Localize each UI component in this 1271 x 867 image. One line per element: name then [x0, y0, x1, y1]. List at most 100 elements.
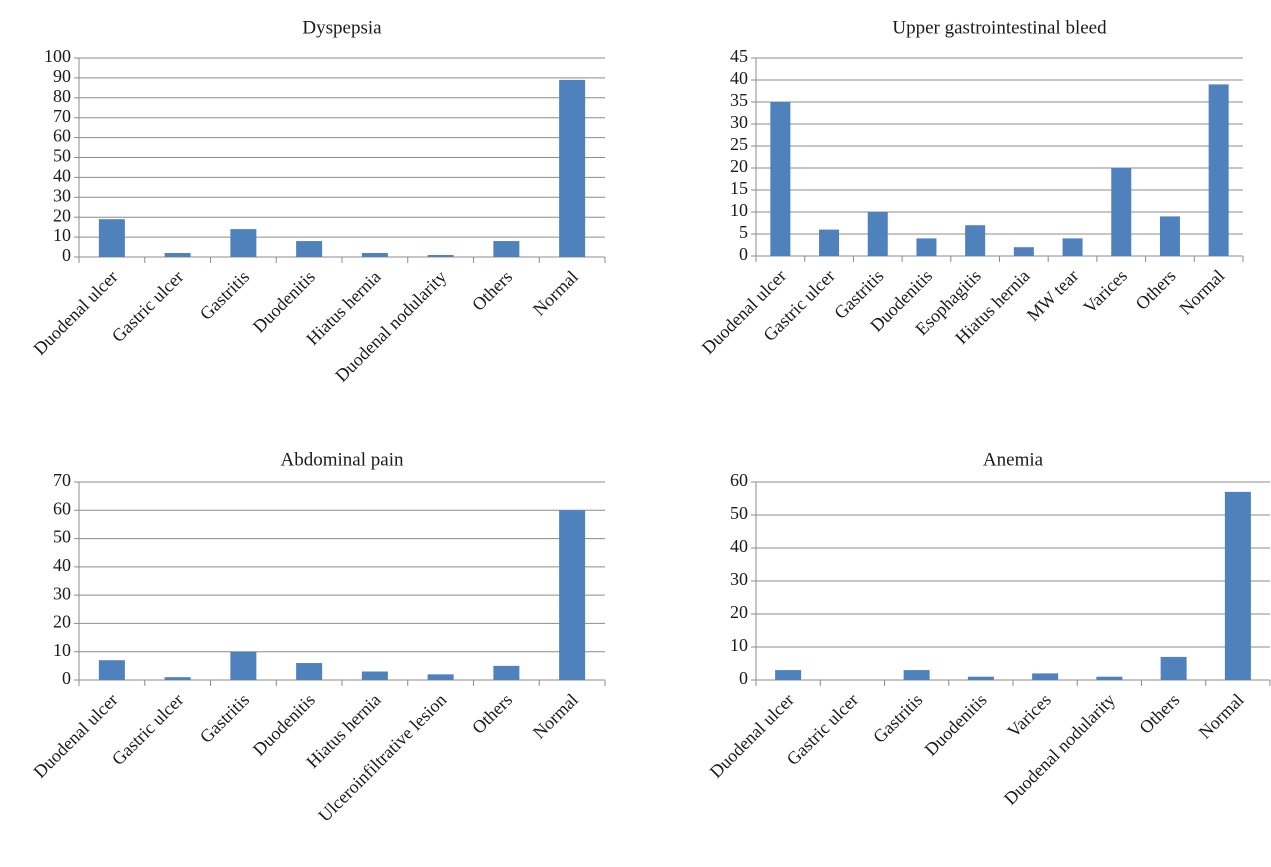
bar — [559, 510, 586, 680]
y-tick-label: 40 — [730, 68, 748, 88]
chart-title: Dyspepsia — [302, 17, 382, 38]
y-tick-label: 40 — [53, 555, 71, 575]
bar — [427, 255, 454, 257]
bar — [296, 663, 323, 680]
x-tick-label: Normal — [1195, 690, 1248, 743]
x-tick-label: Gastric ulcer — [108, 690, 188, 770]
chart-panel: Upper gastrointestinal bleed 051015202530… — [698, 17, 1244, 358]
bar — [1032, 673, 1059, 680]
chart-title: Abdominal pain — [281, 449, 404, 470]
bar — [164, 677, 191, 680]
bar — [819, 229, 840, 256]
bar — [965, 225, 986, 256]
y-tick-label: 20 — [53, 612, 71, 632]
y-tick-label: 80 — [53, 86, 71, 106]
y-tick-label: 30 — [730, 569, 748, 589]
y-tick-label: 30 — [730, 112, 748, 132]
y-tick-label: 50 — [53, 146, 71, 166]
x-tick-label: Others — [468, 267, 516, 315]
x-tick-label: Varices — [1003, 690, 1055, 742]
y-tick-label: 30 — [53, 583, 71, 603]
y-tick-label: 50 — [730, 503, 748, 523]
x-tick-label: Gastritis — [196, 267, 253, 324]
y-tick-label: 10 — [53, 225, 71, 245]
y-tick-label: 20 — [730, 602, 748, 622]
y-tick-label: 20 — [730, 156, 748, 176]
x-tick-label: Others — [468, 690, 516, 738]
bar — [493, 665, 520, 680]
x-tick-label: Duodenitis — [249, 267, 319, 337]
chart-title: Upper gastrointestinal bleed — [892, 17, 1107, 38]
y-tick-label: 60 — [730, 470, 748, 490]
bar — [916, 238, 937, 256]
y-tick-label: 60 — [53, 126, 71, 146]
bar — [230, 229, 257, 257]
chart-title: Anemia — [983, 449, 1044, 470]
x-tick-label: Gastritis — [196, 690, 253, 747]
y-tick-label: 0 — [739, 668, 748, 688]
bar — [164, 253, 191, 257]
x-tick-label: Varices — [1079, 266, 1131, 318]
y-tick-label: 10 — [730, 635, 748, 655]
bar — [296, 241, 323, 257]
x-tick-label: Duodenal nodularity — [1000, 690, 1119, 809]
bar — [1160, 656, 1187, 680]
y-tick-label: 90 — [53, 66, 71, 86]
x-tick-label: Others — [1135, 690, 1183, 738]
bar — [867, 212, 888, 256]
x-tick-label: Normal — [529, 690, 582, 743]
bar — [230, 651, 257, 680]
bar — [98, 660, 125, 680]
x-tick-label: Normal — [529, 267, 582, 320]
bar — [98, 219, 125, 257]
y-tick-label: 100 — [44, 46, 71, 66]
x-tick-label: Duodenal ulcer — [29, 690, 121, 782]
y-tick-label: 0 — [62, 245, 71, 265]
x-tick-label: Duodenitis — [249, 690, 319, 760]
y-tick-label: 60 — [53, 498, 71, 518]
bar — [559, 79, 586, 257]
y-tick-label: 50 — [53, 527, 71, 547]
y-tick-label: 45 — [730, 46, 748, 66]
x-tick-label: Duodenal ulcer — [698, 266, 790, 358]
x-tick-label: Gastritis — [869, 690, 926, 747]
bar — [493, 241, 520, 257]
y-tick-label: 40 — [730, 536, 748, 556]
x-tick-label: MW tear — [1023, 266, 1083, 326]
bar — [967, 676, 994, 680]
bar — [775, 670, 802, 680]
bar — [770, 102, 791, 256]
y-tick-label: 35 — [730, 90, 748, 110]
y-tick-label: 70 — [53, 470, 71, 490]
bar — [1062, 238, 1083, 256]
bar — [1159, 216, 1180, 256]
x-tick-label: Duodenal nodularity — [331, 267, 450, 386]
y-tick-label: 30 — [53, 185, 71, 205]
chart-panel: Abdominal pain 0 10 20 30 40 50 60 70 Duodenal ul… — [29, 449, 606, 826]
y-tick-label: 10 — [53, 640, 71, 660]
bar — [427, 674, 454, 680]
x-tick-label: Normal — [1175, 266, 1228, 319]
bar — [1013, 247, 1034, 256]
bar — [361, 671, 388, 680]
y-tick-label: 20 — [53, 205, 71, 225]
bar — [1224, 491, 1251, 680]
bar — [1208, 84, 1229, 257]
x-tick-label: Ulceroinfiltrative lesion — [314, 690, 450, 826]
bar — [903, 670, 930, 680]
bar — [1111, 168, 1132, 256]
x-tick-label: Gastric ulcer — [108, 267, 188, 347]
y-tick-label: 15 — [730, 178, 748, 198]
x-tick-label: Others — [1132, 266, 1180, 314]
y-tick-label: 70 — [53, 106, 71, 126]
x-tick-label: Duodenal ulcer — [29, 267, 121, 359]
x-tick-label: Duodenitis — [921, 690, 991, 760]
y-tick-label: 0 — [62, 668, 71, 688]
y-tick-label: 10 — [730, 200, 748, 220]
bar — [1096, 676, 1123, 680]
y-tick-label: 25 — [730, 134, 748, 154]
y-tick-label: 5 — [739, 222, 748, 242]
